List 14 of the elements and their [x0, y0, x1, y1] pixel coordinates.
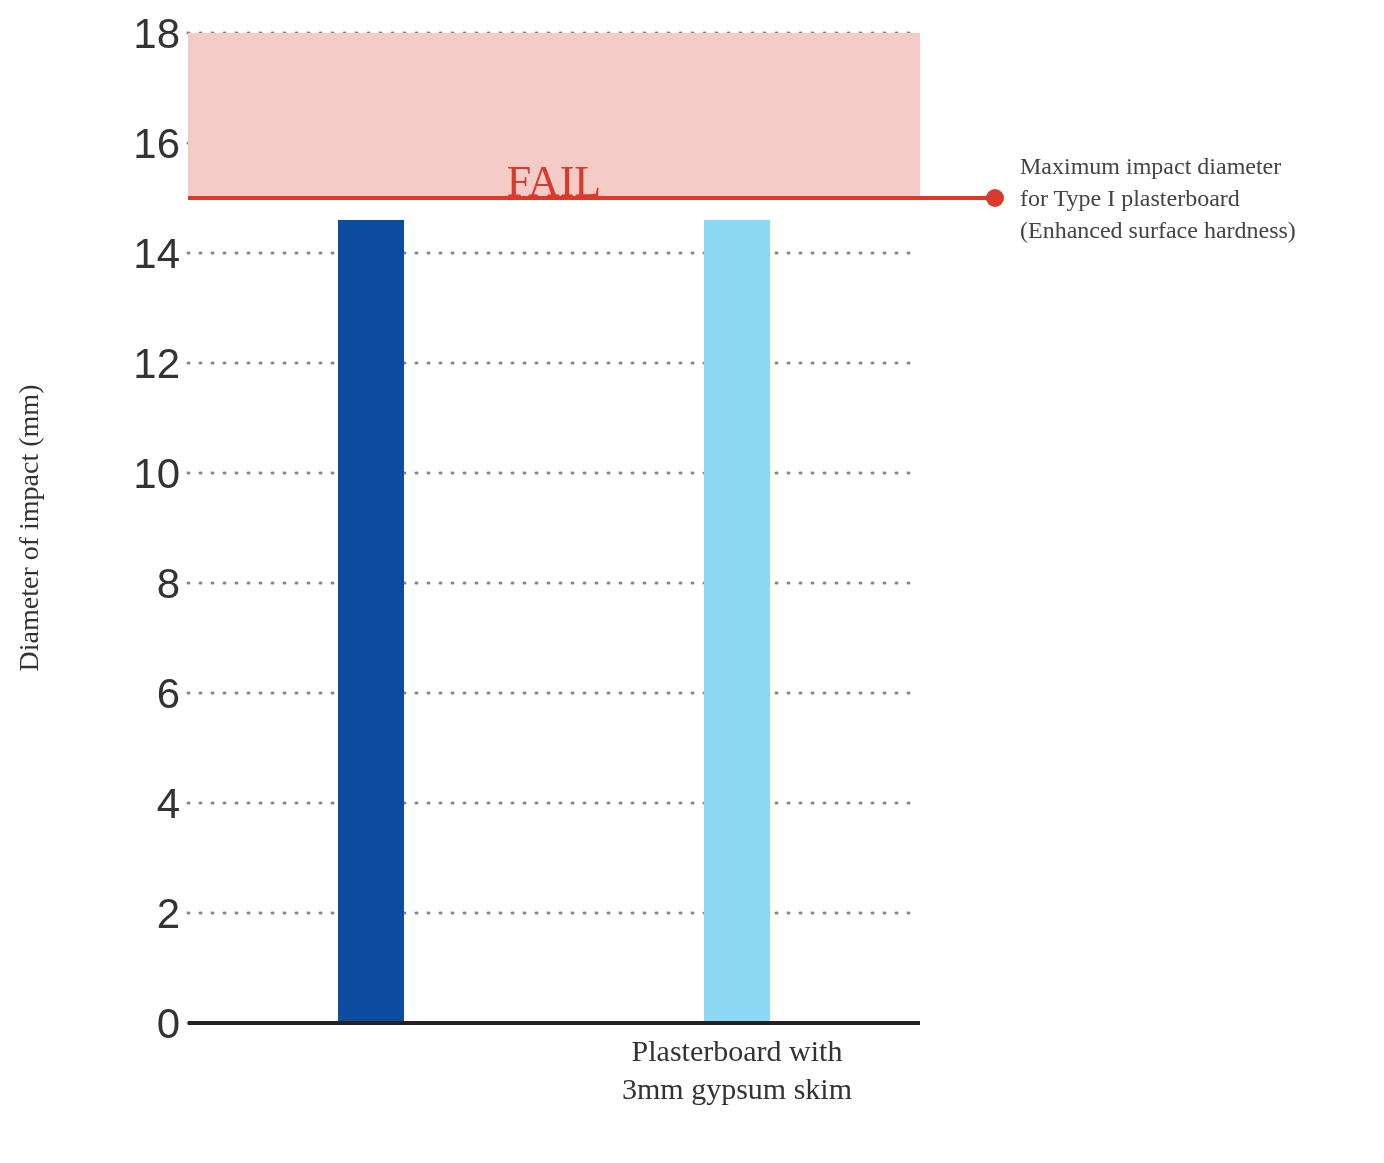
y-axis-title: Diameter of impact (mm) [13, 384, 44, 672]
y-tick-label: 6 [156, 669, 180, 717]
y-tick-label: 8 [156, 559, 180, 607]
y-tick-label: 18 [133, 9, 180, 57]
ref-line-label: Maximum impact diameter for Type I plasterboard (Enhanced surface hardness) [1020, 153, 1296, 243]
band-label: FAIL [506, 157, 602, 206]
y-tick-label: 10 [133, 449, 180, 497]
y-tick-label: 12 [133, 339, 180, 387]
y-tick-label: 2 [156, 889, 180, 937]
y-tick-label: 14 [133, 229, 180, 277]
x-tick-label: Plasterboard with 3mm gypsum skim [621, 1034, 853, 1105]
y-tick-label: 4 [156, 779, 180, 827]
y-tick-label: 0 [156, 999, 180, 1047]
y-tick-label: 16 [133, 119, 180, 167]
